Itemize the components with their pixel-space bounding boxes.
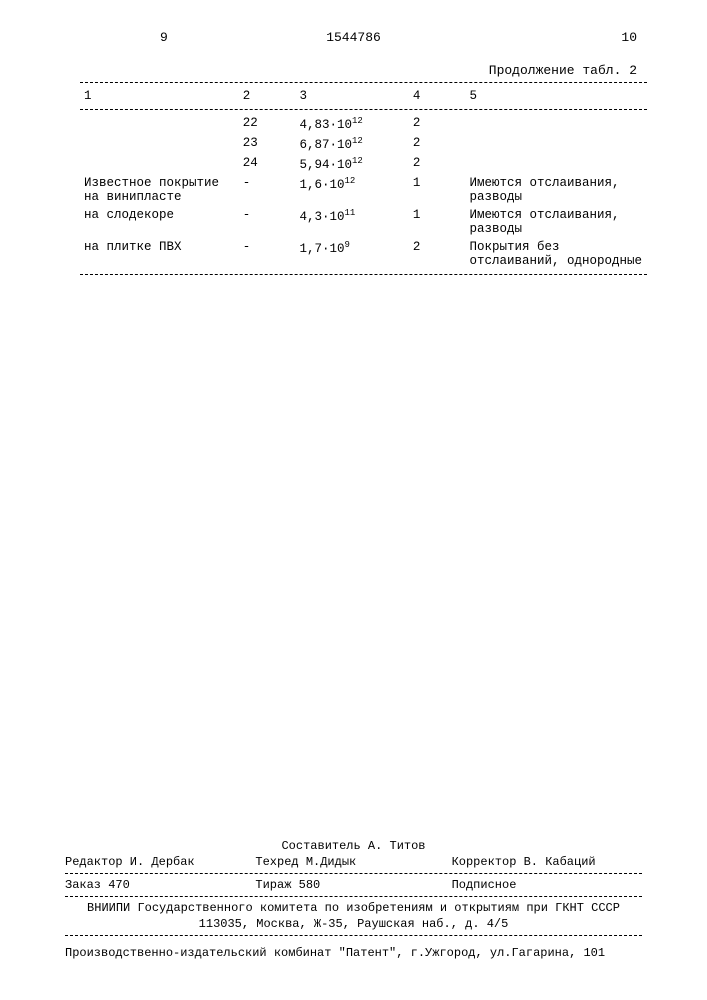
col-header-4: 4 bbox=[409, 87, 466, 105]
cell-c1: Известное покрытие на винипласте bbox=[80, 174, 239, 206]
cell-c2: 23 bbox=[239, 134, 296, 154]
cell-c1 bbox=[80, 154, 239, 174]
divider bbox=[65, 873, 642, 874]
cell-c4: 1 bbox=[409, 174, 466, 206]
cell-c1: на плитке ПВХ bbox=[80, 238, 239, 270]
document-number: 1544786 bbox=[0, 30, 707, 45]
cell-c5 bbox=[466, 114, 647, 134]
cell-c4: 1 bbox=[409, 206, 466, 238]
footer-compiler: Составитель А. Титов bbox=[65, 839, 642, 853]
divider bbox=[65, 935, 642, 936]
cell-c4: 2 bbox=[409, 114, 466, 134]
table-row: на плитке ПВХ - 1,7·109 2 Покрытия без о… bbox=[80, 238, 647, 270]
cell-c1 bbox=[80, 114, 239, 134]
table-row: 24 5,94·1012 2 bbox=[80, 154, 647, 174]
col-header-1: 1 bbox=[80, 87, 239, 105]
footer-credits-row: Редактор И. Дербак Техред М.Дидык Коррек… bbox=[65, 855, 642, 869]
col-header-3: 3 bbox=[295, 87, 408, 105]
table-continuation-label: Продолжение табл. 2 bbox=[80, 63, 647, 78]
data-table-body: 22 4,83·1012 2 23 6,87·1012 2 24 5,94·10… bbox=[80, 114, 647, 270]
table-row: 23 6,87·1012 2 bbox=[80, 134, 647, 154]
footer-editor: Редактор И. Дербак bbox=[65, 855, 255, 869]
cell-c2: - bbox=[239, 238, 296, 270]
cell-c3: 1,6·1012 bbox=[295, 174, 408, 206]
data-table: 1 2 3 4 5 bbox=[80, 87, 647, 105]
cell-c2: - bbox=[239, 206, 296, 238]
cell-c5: Покрытия без отслаиваний, однородные bbox=[466, 238, 647, 270]
cell-c3: 1,7·109 bbox=[295, 238, 408, 270]
cell-c3: 6,87·1012 bbox=[295, 134, 408, 154]
cell-c3: 4,83·1012 bbox=[295, 114, 408, 134]
footer-printer: Производственно-издательский комбинат "П… bbox=[65, 946, 642, 960]
footer-order: Заказ 470 bbox=[65, 878, 255, 892]
footer-subscribed: Подписное bbox=[452, 878, 642, 892]
col-header-2: 2 bbox=[239, 87, 296, 105]
table-header-row: 1 2 3 4 5 bbox=[80, 87, 647, 105]
cell-c5 bbox=[466, 154, 647, 174]
divider bbox=[80, 109, 647, 110]
cell-c5: Имеются отслаивания, разводы bbox=[466, 174, 647, 206]
footer-org-2: 113035, Москва, Ж-35, Раушская наб., д. … bbox=[65, 917, 642, 931]
col-header-5: 5 bbox=[466, 87, 647, 105]
table-row: 22 4,83·1012 2 bbox=[80, 114, 647, 134]
cell-c3: 4,3·1011 bbox=[295, 206, 408, 238]
footer-tirage: Тираж 580 bbox=[255, 878, 451, 892]
footer-block: Составитель А. Титов Редактор И. Дербак … bbox=[65, 837, 642, 960]
cell-c4: 2 bbox=[409, 238, 466, 270]
cell-c3: 5,94·1012 bbox=[295, 154, 408, 174]
footer-corrector: Корректор В. Кабаций bbox=[452, 855, 642, 869]
table-row: Известное покрытие на винипласте - 1,6·1… bbox=[80, 174, 647, 206]
table-row: на слодекоре - 4,3·1011 1 Имеются отслаи… bbox=[80, 206, 647, 238]
cell-c2: 22 bbox=[239, 114, 296, 134]
cell-c4: 2 bbox=[409, 154, 466, 174]
cell-c2: 24 bbox=[239, 154, 296, 174]
footer-org-1: ВНИИПИ Государственного комитета по изоб… bbox=[65, 901, 642, 915]
cell-c4: 2 bbox=[409, 134, 466, 154]
cell-c5: Имеются отслаивания, разводы bbox=[466, 206, 647, 238]
cell-c5 bbox=[466, 134, 647, 154]
cell-c1 bbox=[80, 134, 239, 154]
cell-c1: на слодекоре bbox=[80, 206, 239, 238]
divider bbox=[80, 82, 647, 83]
footer-techred: Техред М.Дидык bbox=[255, 855, 451, 869]
divider bbox=[80, 274, 647, 275]
divider bbox=[65, 896, 642, 897]
cell-c2: - bbox=[239, 174, 296, 206]
footer-order-row: Заказ 470 Тираж 580 Подписное bbox=[65, 878, 642, 892]
document-page: 1544786 9 10 Продолжение табл. 2 1 2 3 4… bbox=[0, 0, 707, 1000]
